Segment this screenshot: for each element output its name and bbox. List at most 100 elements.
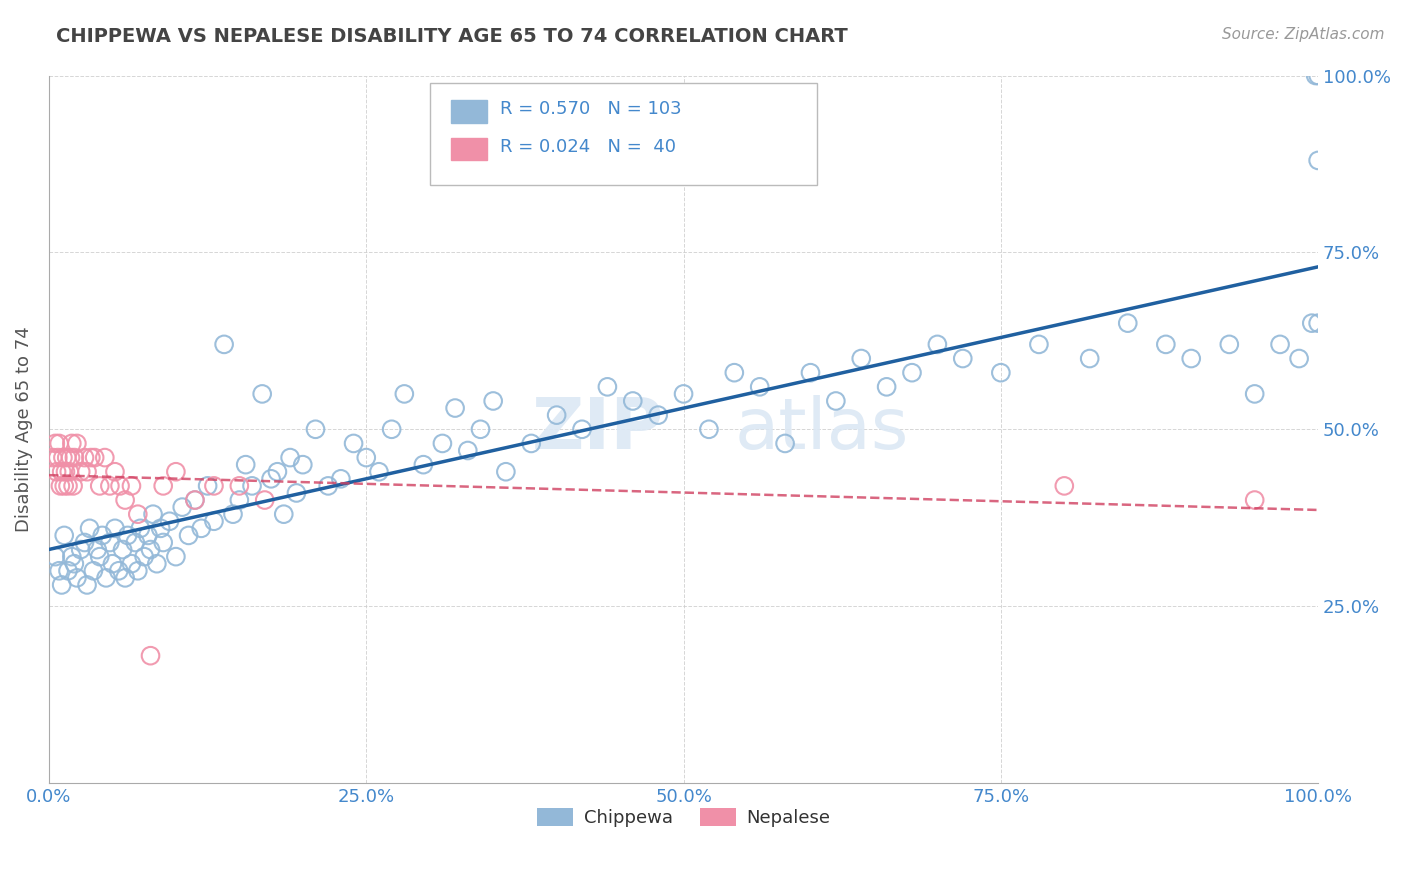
Point (184, 493, 207, 508)
Point (304, 422, 326, 436)
Point (52, 450, 75, 465)
Point (44, 436, 66, 450)
Point (228, 493, 250, 508)
Point (76, 578, 98, 592)
Point (59, 450, 82, 465)
Point (55, 450, 77, 465)
Point (51, 578, 73, 592)
Point (482, 394, 505, 409)
Point (73, 535, 96, 549)
Point (571, 422, 593, 436)
Point (368, 465, 391, 479)
Point (76, 465, 98, 479)
Point (172, 500, 194, 515)
Point (1243, 387, 1265, 401)
Point (58, 465, 80, 479)
Point (197, 479, 219, 493)
Point (291, 458, 314, 472)
Point (60, 549, 83, 564)
Text: R = 0.570   N = 103: R = 0.570 N = 103 (499, 101, 681, 119)
Point (142, 507, 165, 521)
Point (851, 351, 873, 366)
Point (723, 366, 745, 380)
Point (53, 528, 76, 542)
Point (235, 458, 257, 472)
Point (824, 394, 846, 409)
Point (1154, 337, 1177, 351)
Point (927, 337, 949, 351)
Point (46, 450, 69, 465)
Point (69, 542, 91, 557)
Point (495, 465, 517, 479)
Point (165, 465, 187, 479)
Point (45, 465, 67, 479)
Point (520, 436, 543, 450)
Point (1116, 316, 1139, 330)
Point (184, 493, 207, 508)
Point (1308, 153, 1330, 168)
Point (136, 528, 159, 542)
Point (1268, 337, 1291, 351)
Point (697, 422, 720, 436)
Point (152, 479, 174, 493)
Point (253, 493, 276, 508)
Point (1028, 337, 1050, 351)
Point (596, 380, 619, 394)
FancyBboxPatch shape (430, 83, 817, 186)
Point (104, 465, 127, 479)
Point (56, 564, 79, 578)
Point (108, 479, 131, 493)
Point (152, 535, 174, 549)
Point (748, 380, 770, 394)
Point (82, 564, 104, 578)
Point (1288, 351, 1310, 366)
Point (73, 450, 96, 465)
Point (114, 493, 136, 508)
Text: Source: ZipAtlas.com: Source: ZipAtlas.com (1222, 27, 1385, 42)
Point (104, 521, 127, 535)
Point (121, 479, 143, 493)
Point (647, 408, 669, 422)
Point (114, 571, 136, 585)
Point (876, 380, 898, 394)
Point (44, 549, 66, 564)
Point (1053, 479, 1076, 493)
Y-axis label: Disability Age 65 to 74: Disability Age 65 to 74 (15, 326, 32, 533)
Point (1301, 316, 1323, 330)
Point (190, 521, 212, 535)
Point (266, 465, 288, 479)
Bar (451, 100, 486, 123)
Text: atlas: atlas (734, 395, 908, 464)
Point (1308, 316, 1330, 330)
Point (63, 557, 86, 571)
Point (111, 542, 134, 557)
Point (250, 387, 273, 401)
Point (457, 443, 479, 458)
Point (53, 479, 76, 493)
Point (146, 557, 169, 571)
Point (89, 479, 111, 493)
Point (49, 479, 72, 493)
Text: CHIPPEWA VS NEPALESE DISABILITY AGE 65 TO 74 CORRELATION CHART: CHIPPEWA VS NEPALESE DISABILITY AGE 65 T… (56, 27, 848, 45)
Point (952, 351, 974, 366)
Text: ZIP: ZIP (531, 395, 664, 464)
Point (83, 450, 105, 465)
Point (278, 450, 301, 465)
Point (139, 648, 162, 663)
Point (177, 528, 200, 542)
Point (79, 521, 101, 535)
Point (329, 472, 352, 486)
Point (222, 507, 245, 521)
Point (342, 436, 364, 450)
Point (1243, 493, 1265, 508)
Point (89, 549, 111, 564)
Point (444, 401, 467, 415)
Point (60, 436, 83, 450)
Point (94, 450, 117, 465)
Point (672, 387, 695, 401)
Point (202, 479, 225, 493)
Point (149, 521, 172, 535)
Legend: Chippewa, Nepalese: Chippewa, Nepalese (529, 800, 838, 834)
Point (1180, 351, 1202, 366)
Point (470, 422, 492, 436)
